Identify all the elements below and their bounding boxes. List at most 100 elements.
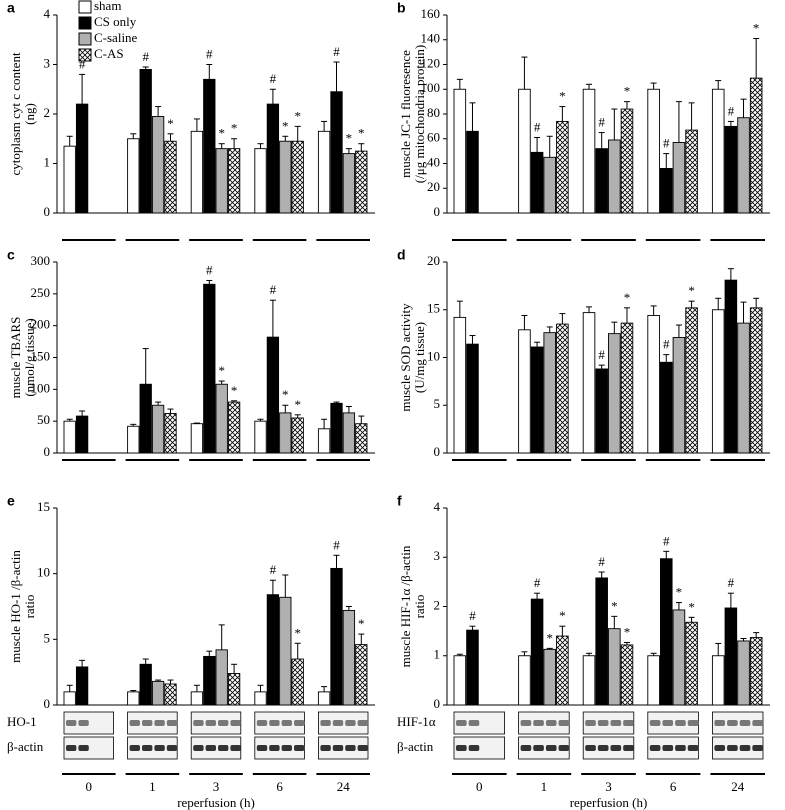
panel-label: a [7,0,15,16]
blot-band [545,720,557,726]
y-axis-title: muscle JC-1 fluoresence [398,50,413,178]
bar [466,130,479,214]
blot-band [687,745,699,751]
blot-band [752,745,763,751]
significance-marker: * [611,598,618,613]
bar [556,323,569,454]
blot-label: β-actin [7,739,44,754]
legend-label: sham [94,0,121,13]
bar [724,607,738,706]
x-tick-label: 1 [149,779,156,794]
bar [660,361,673,454]
y-tick-label: 10 [37,565,50,580]
bar [582,88,596,214]
blot-label: HIF-1α [397,714,436,729]
blot-band [193,745,204,751]
blot-band [675,745,686,751]
y-tick-label: 5 [434,396,441,411]
blot-band [78,720,89,726]
y-tick-label: 0 [434,444,441,459]
blot-band [294,720,305,726]
panel-label: f [397,493,402,509]
bar [453,655,467,706]
significance-marker: * [559,89,566,104]
blot-band [129,720,140,726]
significance-marker: # [598,347,605,362]
bar [595,148,608,214]
bar [660,167,673,214]
bar [279,140,292,214]
bar [164,413,177,454]
bar [724,125,738,214]
bar [63,145,76,214]
y-axis-title: muscle HO-1 /β-actin [8,550,23,663]
bar [595,368,608,454]
significance-marker: # [663,337,670,352]
bar [254,148,267,214]
y-tick-label: 0 [44,696,51,711]
bar [215,148,228,214]
y-tick-label: 1 [44,154,51,169]
blot-band [294,745,305,751]
bar [342,153,356,214]
y-axis-title: cytoplasm cyt c content [8,52,23,175]
bar [620,322,634,454]
blot-band [662,745,674,751]
significance-marker: # [79,56,86,71]
blot-band [585,720,596,726]
blot-band [66,720,77,726]
bar [317,130,331,214]
blot-band [739,745,751,751]
y-tick-label: 0 [44,204,51,219]
significance-marker: # [270,562,277,577]
bar [737,640,750,706]
blot-band [752,720,763,726]
x-tick-label: 24 [337,779,351,794]
bar [139,663,152,706]
panel-label: d [397,247,406,263]
bar [685,307,698,454]
y-tick-label: 3 [434,548,441,563]
bar [127,691,140,706]
significance-marker: * [231,383,238,398]
blot-band [166,745,178,751]
bar [518,329,531,454]
bar [530,598,544,706]
y-tick-label: 80 [427,105,440,120]
significance-marker: # [469,608,476,623]
bar [582,655,596,706]
y-tick-label: 10 [427,348,440,363]
bar [518,655,531,706]
significance-marker: # [534,575,541,590]
y-tick-label: 0 [434,204,441,219]
blot-band [520,720,532,726]
significance-marker: * [688,599,695,614]
blot-band [558,745,570,751]
bar [291,140,304,214]
bar [127,425,140,454]
blot-band [142,745,153,751]
bar [254,691,267,706]
blot-band [456,720,467,726]
bar [139,68,152,214]
blot-band [78,745,89,751]
bar [466,343,479,454]
significance-marker: # [206,262,213,277]
bar [737,322,750,454]
bar [737,117,750,214]
bar [291,417,304,454]
blot-band [468,745,480,751]
panel-label: c [7,247,15,263]
x-axis-title: reperfusion (h) [177,795,255,810]
significance-marker: * [624,624,631,639]
significance-marker: * [294,397,301,412]
bar [749,307,763,454]
blot-band [649,745,661,751]
bar [203,655,216,706]
bar [685,621,698,706]
blot-band [193,720,204,726]
y-tick-label: 4 [44,6,51,21]
bar [75,666,89,706]
y-tick-label: 160 [421,6,441,21]
